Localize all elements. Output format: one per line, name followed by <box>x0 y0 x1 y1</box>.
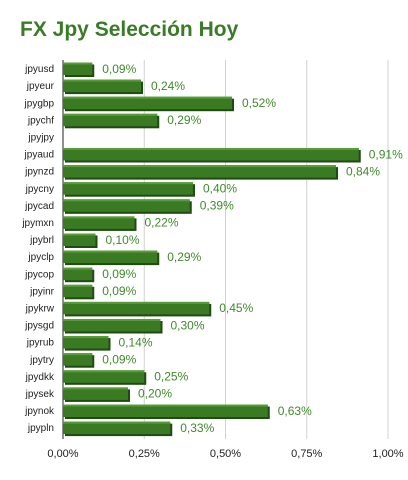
bar <box>63 421 171 435</box>
bar <box>63 113 158 127</box>
bar <box>63 62 93 75</box>
bar <box>63 319 161 332</box>
category-label: jpyclp <box>27 252 54 263</box>
category-label: jpychf <box>27 115 54 126</box>
category-label: jpysek <box>25 389 55 400</box>
value-label: 0,24% <box>151 79 185 93</box>
bar <box>63 182 193 195</box>
value-label: 0,29% <box>167 113 201 127</box>
bar-highlight <box>63 62 93 65</box>
bar-highlight <box>63 199 190 202</box>
value-label: 0,09% <box>102 284 136 298</box>
bar-highlight <box>63 353 93 356</box>
bar-highlight <box>63 79 141 82</box>
bar-highlight <box>63 404 268 407</box>
bar-highlight <box>63 387 128 390</box>
bar <box>63 79 141 93</box>
category-label: jpyusd <box>24 64 54 75</box>
category-label: jpyjpy <box>27 132 54 143</box>
category-label: jpykrw <box>25 303 55 314</box>
bar <box>63 370 145 383</box>
category-label: jpymxn <box>21 218 54 229</box>
value-label: 0,20% <box>138 387 172 401</box>
value-label: 0,09% <box>102 267 136 281</box>
bar-highlight <box>63 267 93 270</box>
category-label: jpyinr <box>29 286 55 297</box>
value-label: 0,33% <box>180 421 214 435</box>
category-label: jpydkk <box>25 372 55 383</box>
bar <box>63 353 93 366</box>
bar <box>63 284 93 298</box>
category-label: jpygbp <box>24 98 55 109</box>
bar <box>63 216 135 229</box>
bar <box>63 387 128 400</box>
chart-title: FX Jpy Selección Hoy <box>20 18 239 41</box>
x-axis-ticks: 0,00% 0,25% 0,50% 0,75% 1,00% <box>47 448 403 460</box>
category-label: jpysgd <box>24 321 54 332</box>
x-tick-label: 0,50% <box>210 448 241 460</box>
bar <box>63 250 158 264</box>
value-label: 0,84% <box>346 164 380 178</box>
labels: jpyusd 0,09% jpyeur 0,24% jpygbp 0,52% jpychf 0… <box>21 62 403 435</box>
category-label: jpyrub <box>26 338 55 349</box>
bar <box>63 199 190 212</box>
bar-highlight <box>63 113 158 116</box>
bar-highlight <box>63 370 145 373</box>
category-label: jpycny <box>25 184 54 195</box>
bar-highlight <box>63 250 158 253</box>
bar <box>63 404 268 417</box>
category-label: jpytry <box>29 355 54 366</box>
value-label: 0,45% <box>219 301 253 315</box>
bar-highlight <box>63 319 161 321</box>
bar-highlight <box>63 96 232 99</box>
bar <box>63 165 336 178</box>
bar-highlight <box>63 148 359 150</box>
value-label: 0,63% <box>278 404 312 418</box>
bar-highlight <box>63 233 96 236</box>
bar-highlight <box>63 216 135 219</box>
category-label: jpyaud <box>24 150 54 161</box>
bar <box>63 267 93 281</box>
category-label: jpycop <box>24 269 54 280</box>
x-tick-label: 0,25% <box>129 448 160 460</box>
bar-highlight <box>63 165 336 168</box>
bar <box>63 301 210 315</box>
value-label: 0,22% <box>145 216 179 230</box>
category-label: jpynok <box>24 406 55 417</box>
value-label: 0,09% <box>102 352 136 366</box>
value-label: 0,40% <box>203 181 237 195</box>
category-label: jpycad <box>24 201 54 212</box>
bar <box>63 336 109 349</box>
value-label: 0,39% <box>200 199 234 213</box>
bar <box>63 96 232 110</box>
value-label: 0,30% <box>171 318 205 332</box>
x-tick-label: 0,75% <box>291 448 322 460</box>
value-label: 0,14% <box>119 335 153 349</box>
bar-highlight <box>63 284 93 287</box>
bar <box>63 233 96 246</box>
value-label: 0,29% <box>167 250 201 264</box>
x-tick-label: 1,00% <box>372 448 403 460</box>
value-label: 0,09% <box>102 62 136 76</box>
bars <box>63 62 361 437</box>
value-label: 0,10% <box>106 233 140 247</box>
category-label: jpynzd <box>24 167 54 178</box>
value-label: 0,91% <box>369 147 403 161</box>
bar <box>63 148 359 161</box>
category-label: jpybrl <box>29 235 54 246</box>
bar-highlight <box>63 182 193 185</box>
value-label: 0,52% <box>242 96 276 110</box>
bar-highlight <box>63 301 210 304</box>
category-label: jpyeur <box>26 81 55 92</box>
category-label: jpypln <box>27 423 54 434</box>
bar-highlight <box>63 421 171 424</box>
x-tick-label: 0,00% <box>47 448 78 460</box>
bar-highlight <box>63 336 109 339</box>
value-label: 0,25% <box>154 370 188 384</box>
